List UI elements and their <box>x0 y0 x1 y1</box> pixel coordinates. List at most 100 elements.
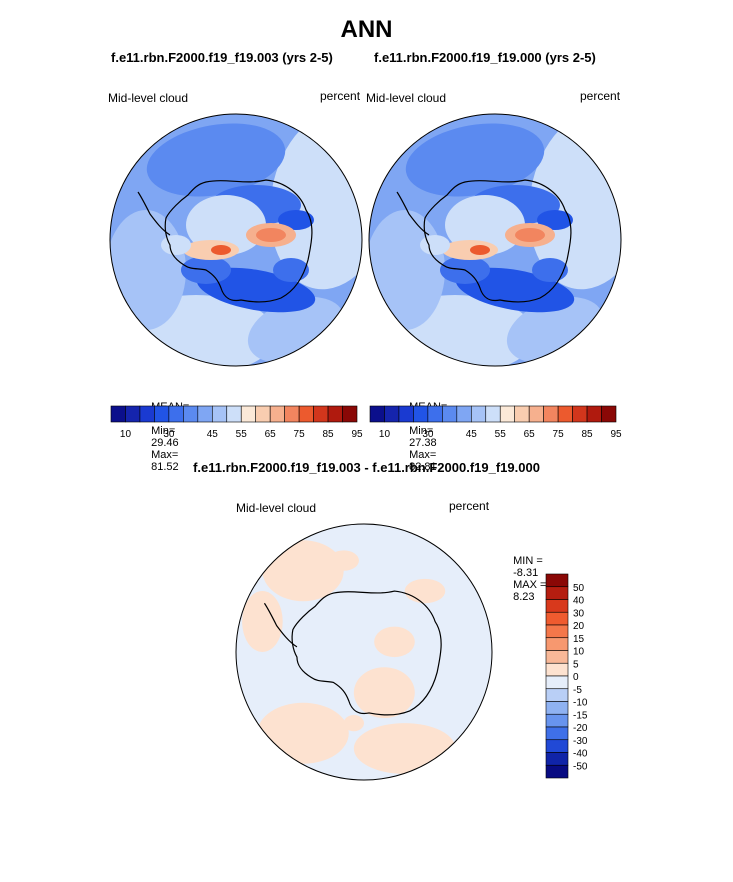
colorbar-swatch <box>384 405 400 423</box>
colorbar-tick-label: -20 <box>573 723 588 734</box>
colorbar-swatch <box>499 405 516 423</box>
panel2-colorbar: 10 30 45 55 65 75 85 95 <box>369 405 622 440</box>
field-blob <box>404 578 446 604</box>
colorbar-swatch <box>545 739 569 753</box>
colorbar-tick-label: 15 <box>573 634 585 645</box>
field-blob <box>369 210 445 330</box>
colorbar-swatch <box>572 405 588 423</box>
colorbar-tick-label: -50 <box>573 761 588 772</box>
colorbar-swatch <box>183 405 199 423</box>
colorbar-tick-label: 65 <box>524 429 536 440</box>
field-blob <box>256 228 286 242</box>
colorbar-tick-label: 10 <box>120 429 132 440</box>
panel1-field-label: Mid-level cloud <box>108 91 189 105</box>
colorbar-swatch <box>545 726 569 741</box>
colorbar-swatch <box>601 405 617 423</box>
colorbar-swatch <box>545 637 569 651</box>
colorbar-tick-label: 10 <box>573 647 585 658</box>
case-left-title: f.e11.rbn.F2000.f19_f19.003 (yrs 2-5) <box>111 50 333 65</box>
colorbar-tick-label: -40 <box>573 749 588 760</box>
colorbar-swatch <box>226 405 242 423</box>
panel3-units-label: percent <box>449 499 490 513</box>
colorbar-tick-label: 65 <box>265 429 277 440</box>
panel1-max-label: Max= <box>151 449 179 461</box>
map-border <box>109 113 363 367</box>
colorbar-tick-label: 40 <box>573 596 585 607</box>
colorbar-tick-label: 75 <box>553 429 565 440</box>
colorbar-swatch <box>545 573 569 588</box>
colorbar-swatch <box>470 405 487 423</box>
colorbar-swatch <box>125 405 141 423</box>
field-blob <box>242 591 283 652</box>
colorbar-swatch <box>342 405 358 423</box>
panel3-min-label: MIN = <box>513 555 543 567</box>
field-blob <box>257 702 349 764</box>
case-right-title: f.e11.rbn.F2000.f19_f19.000 (yrs 2-5) <box>374 50 596 65</box>
antarctica-coastline <box>291 590 442 716</box>
field-blob <box>146 123 286 197</box>
colorbar-tick-label: 95 <box>351 429 363 440</box>
colorbar-swatch <box>545 650 569 664</box>
difference-title: f.e11.rbn.F2000.f19_f19.003 - f.e11.rbn.… <box>193 460 540 475</box>
field-blob <box>405 123 545 197</box>
panel3-max-label: MAX = <box>513 579 547 591</box>
colorbar-swatch <box>298 405 314 423</box>
panel2-max-value: 82.81 <box>409 461 437 473</box>
colorbar-swatch <box>398 405 414 423</box>
colorbar-swatch <box>211 405 228 423</box>
panel1-min-label: Min= <box>151 425 176 437</box>
colorbar-swatch <box>514 405 530 423</box>
panel1-map <box>109 113 363 367</box>
colorbar-swatch <box>413 405 429 423</box>
field-blob <box>278 210 314 230</box>
colorbar-swatch <box>240 405 257 423</box>
panel3-minmax: MIN = -8.31 MAX = 8.23 <box>507 543 546 603</box>
colorbar-tick-label: 85 <box>581 429 593 440</box>
colorbar-swatch <box>139 405 155 423</box>
colorbar-tick-label: 30 <box>163 429 175 440</box>
panel1-colorbar: 10 30 45 55 65 75 85 95 <box>110 405 363 440</box>
field-blob <box>374 626 415 658</box>
panel1-min-value: 29.46 <box>151 437 179 449</box>
field-blob <box>343 714 365 732</box>
field-blob <box>328 550 359 571</box>
plot-title: ANN <box>340 16 393 43</box>
field-blob <box>353 723 456 774</box>
field-blob <box>537 210 573 230</box>
field-blob <box>273 258 309 282</box>
colorbar-swatch <box>197 405 213 423</box>
panel2-field-label: Mid-level cloud <box>366 91 447 105</box>
colorbar-tick-label: -30 <box>573 736 588 747</box>
colorbar-swatch <box>154 405 170 423</box>
field-blob <box>110 210 186 330</box>
map-border <box>235 523 493 781</box>
colorbar-swatch <box>327 405 343 423</box>
peninsula-coastline <box>263 602 298 648</box>
colorbar-tick-label: 20 <box>573 621 585 632</box>
panel3-min-value: -8.31 <box>513 567 539 579</box>
colorbar-tick-label: 30 <box>573 608 585 619</box>
colorbar-swatch <box>313 405 329 423</box>
colorbar-swatch <box>545 764 569 779</box>
colorbar-swatch <box>168 405 184 423</box>
colorbar-swatch <box>545 586 569 600</box>
colorbar-swatch <box>545 713 569 728</box>
colorbar-tick-label: 10 <box>379 429 391 440</box>
field-blob <box>262 540 344 602</box>
colorbar-swatch <box>545 662 569 677</box>
colorbar-tick-label: 5 <box>573 659 579 670</box>
colorbar-swatch <box>545 701 569 715</box>
field-blob <box>470 245 490 255</box>
colorbar-swatch <box>545 611 569 626</box>
colorbar-swatch <box>557 405 573 423</box>
colorbar-tick-label: 85 <box>322 429 334 440</box>
colorbar-swatch <box>284 405 300 423</box>
colorbar-swatch <box>545 688 569 702</box>
panel2-min-label: Min= <box>409 425 434 437</box>
panel3-field-label: Mid-level cloud <box>236 501 317 515</box>
field-blob <box>353 667 415 719</box>
field-blob <box>186 195 266 255</box>
colorbar-swatch <box>545 624 569 639</box>
colorbar-swatch <box>110 405 126 423</box>
